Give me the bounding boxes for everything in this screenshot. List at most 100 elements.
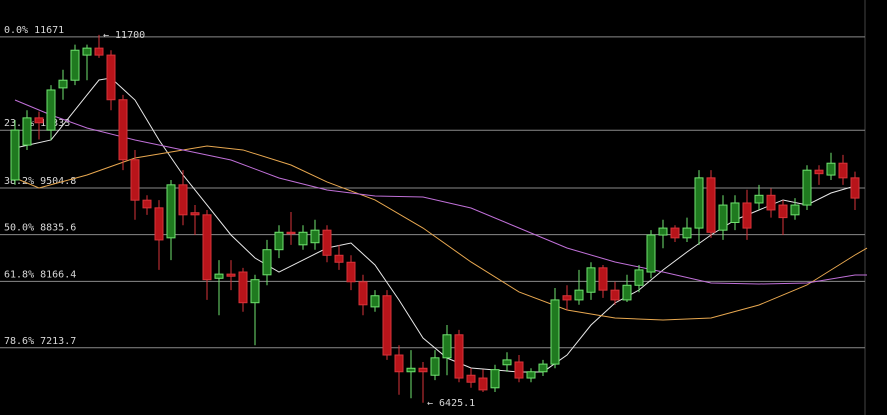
candle-body xyxy=(814,169,824,175)
candle-body xyxy=(346,261,356,283)
candle xyxy=(274,225,284,259)
candle xyxy=(58,69,68,100)
candle xyxy=(430,350,440,381)
candle xyxy=(154,200,164,270)
candle-body xyxy=(454,334,464,379)
candle xyxy=(826,152,836,180)
candle-body xyxy=(334,254,344,263)
candle-body xyxy=(742,202,752,229)
candle-body xyxy=(646,234,656,273)
candle xyxy=(706,170,716,238)
candle xyxy=(394,345,404,395)
candle-body xyxy=(382,295,392,356)
candle-body xyxy=(634,269,644,286)
candle xyxy=(34,111,44,140)
candle-body xyxy=(286,231,296,235)
candle xyxy=(202,209,212,300)
candle-body xyxy=(442,334,452,359)
candle xyxy=(442,325,452,376)
candle xyxy=(814,165,824,185)
candle-body xyxy=(694,177,704,229)
candle xyxy=(406,350,416,399)
candle xyxy=(850,171,860,210)
candle-body xyxy=(70,49,80,81)
candle xyxy=(838,154,848,185)
candle xyxy=(754,184,764,210)
fib-label: 78.6% 7213.7 xyxy=(4,336,76,347)
candle xyxy=(742,189,752,240)
fib-label: 23.6% 10333 xyxy=(4,118,70,129)
candle-body xyxy=(46,89,56,131)
candle xyxy=(94,34,104,58)
candle xyxy=(526,368,536,383)
candle-body xyxy=(538,363,548,373)
candle-body xyxy=(622,284,632,301)
candle-body xyxy=(418,367,428,373)
candle xyxy=(118,94,128,171)
candle-body xyxy=(598,267,608,291)
candle xyxy=(574,269,584,305)
candle xyxy=(262,239,272,286)
candle-body xyxy=(670,227,680,239)
candle xyxy=(70,44,80,86)
candle-body xyxy=(214,273,224,279)
fib-label: 38.2% 9504.8 xyxy=(4,176,76,187)
candle xyxy=(802,165,812,210)
candle xyxy=(226,260,236,291)
candle xyxy=(610,281,620,305)
candle-body xyxy=(466,374,476,383)
candle-body xyxy=(178,184,188,216)
candle xyxy=(598,265,608,298)
candle xyxy=(622,274,632,303)
candle-body xyxy=(34,117,44,124)
candle-body xyxy=(502,359,512,366)
candle xyxy=(82,44,92,81)
candle-body xyxy=(166,184,176,239)
candle-body xyxy=(514,361,524,379)
candle-body xyxy=(790,204,800,216)
candle xyxy=(166,179,176,261)
candle-body xyxy=(298,231,308,246)
candle-body xyxy=(226,273,236,277)
candle-body xyxy=(358,281,368,306)
candle-body xyxy=(838,162,848,179)
candle xyxy=(646,230,656,279)
candle xyxy=(142,195,152,215)
moving-average xyxy=(14,145,868,321)
candle xyxy=(790,198,800,220)
candle-body xyxy=(718,204,728,231)
candle xyxy=(550,288,560,369)
candle-body xyxy=(94,47,104,56)
candle-body xyxy=(262,249,272,276)
candle-body xyxy=(550,299,560,365)
candle xyxy=(370,290,380,312)
candle-body xyxy=(370,295,380,308)
candle-body xyxy=(430,357,440,376)
candle xyxy=(190,205,200,236)
candle-body xyxy=(322,229,332,256)
candle-body xyxy=(658,227,668,236)
candle-body xyxy=(154,207,164,241)
candle xyxy=(514,355,524,383)
candle xyxy=(694,170,704,245)
candle-body xyxy=(142,199,152,209)
candle-body xyxy=(826,162,836,176)
fib-label: 50.0% 8835.6 xyxy=(4,223,76,234)
fib-label: 61.8% 8166.4 xyxy=(4,269,76,280)
candle xyxy=(250,274,260,346)
candle-body xyxy=(58,79,68,89)
candle-body xyxy=(406,367,416,373)
candle-body xyxy=(562,295,572,301)
candle xyxy=(454,329,464,383)
candle xyxy=(298,225,308,250)
candle-body xyxy=(238,271,248,304)
candle xyxy=(10,119,20,185)
candle-body xyxy=(190,212,200,216)
candle-body xyxy=(10,129,20,181)
candle xyxy=(238,267,248,312)
moving-average xyxy=(14,77,856,373)
candle-body xyxy=(274,231,284,251)
candle xyxy=(502,352,512,372)
candle-body xyxy=(850,177,860,199)
